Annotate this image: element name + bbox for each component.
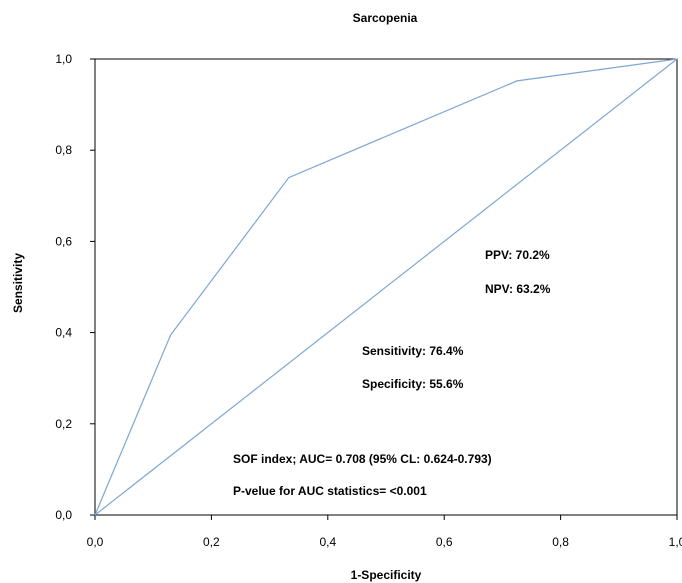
y-tick-label: 0,2 (55, 417, 72, 431)
specificity-annotation: Specificity: 55.6% (362, 377, 464, 391)
x-tick-label: 0,8 (552, 535, 569, 549)
x-axis-label: 1-Specificity (351, 568, 422, 582)
y-axis-label: Sensitivity (11, 253, 25, 313)
x-tick-label: 0,6 (436, 535, 453, 549)
ppv-annotation: PPV: 70.2% (485, 248, 550, 262)
npv-annotation: NPV: 63.2% (485, 282, 551, 296)
x-tick-label: 0,4 (319, 535, 336, 549)
reference-diagonal-line (94, 58, 678, 516)
chart-title: Sarcopenia (353, 11, 418, 25)
y-tick-label: 0,0 (55, 508, 72, 522)
auc-annotation: SOF index; AUC= 0.708 (95% CL: 0.624-0.7… (233, 452, 492, 466)
y-tick-label: 0,4 (55, 326, 72, 340)
x-tick-label: 1,0 (669, 535, 682, 549)
x-axis: 0,0 0,2 0,4 0,6 0,8 1,0 (87, 515, 682, 549)
series-layer (94, 58, 678, 516)
sensitivity-annotation: Sensitivity: 76.4% (362, 344, 464, 358)
x-tick-label: 0,0 (87, 535, 104, 549)
y-tick-label: 1,0 (55, 52, 72, 66)
y-axis: 0,0 0,2 0,4 0,6 0,8 1,0 (55, 52, 95, 522)
roc-curve-line (94, 58, 678, 516)
y-tick-label: 0,6 (55, 234, 72, 248)
x-tick-label: 0,2 (203, 535, 220, 549)
y-tick-label: 0,8 (55, 143, 72, 157)
pvalue-annotation: P-velue for AUC statistics= <0.001 (233, 484, 427, 498)
plot-area-frame (94, 58, 678, 516)
